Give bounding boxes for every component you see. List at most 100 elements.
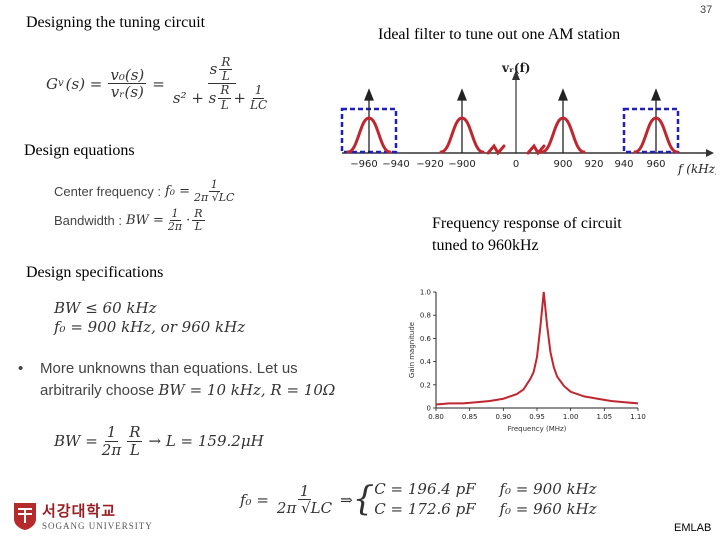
bandwidth-num-1: 1	[169, 207, 181, 222]
f0-frac: 1 2π √LC	[275, 481, 334, 517]
tf-den-1: vᵣ(s)	[110, 83, 144, 102]
bw-den-1: 2π	[101, 440, 122, 459]
bw-num-2: R	[127, 423, 143, 442]
page-number: 37	[700, 4, 713, 16]
logo-english: SOGANG UNIVERSITY	[42, 521, 153, 531]
freq-caption-line-2: tuned to 960kHz	[432, 236, 539, 254]
design-equations-heading: Design equations	[24, 142, 135, 159]
spectrum-tick-0: 0	[513, 159, 519, 170]
chart-x-tick-label: 0.90	[496, 413, 512, 421]
spectrum-tick-neg960: −960	[350, 159, 377, 170]
tf-den-s2: s² + s	[172, 88, 217, 107]
am-spectrum-diagram: vᵣ(f) f (kHz) −960 −940 −920 −900 0 900 …	[340, 61, 716, 176]
bandwidth-den-1: 2π	[167, 220, 183, 234]
bandwidth-lhs: BW =	[125, 213, 164, 229]
chart-y-tick-label: 0.6	[420, 335, 432, 343]
design-specifications-heading: Design specifications	[26, 264, 164, 281]
f0-den: 2π √LC	[276, 499, 333, 517]
chart-y-axis-label: Gain magnitude	[408, 322, 416, 378]
chart-y-tick-label: 0.2	[420, 381, 431, 389]
frequency-response-curve	[435, 291, 639, 406]
bullet-dot: •	[18, 360, 24, 377]
spec-frequency: f₀ = 900 kHz, or 960 kHz	[54, 318, 246, 336]
chart-x-tick-label: 1.05	[597, 413, 613, 421]
carrier-arrowhead-neg900	[457, 88, 467, 101]
chart-y-tick-label: 0	[427, 405, 431, 413]
center-frequency-frac: 1 2π √LC	[192, 178, 236, 205]
bandwidth-den-2: L	[194, 220, 203, 234]
chart-x-tick-label: 1.00	[563, 413, 579, 421]
tf-num-l: L	[221, 69, 230, 84]
spectrum-tick-neg940: −940	[382, 159, 409, 170]
f0-arrow: ⇒	[340, 490, 353, 509]
tf-num-r: R	[219, 55, 233, 71]
tf-lhs-sub: v	[57, 78, 64, 90]
spectrum-break-left	[486, 143, 506, 156]
freq-caption-line-1: Frequency response of circuit	[432, 215, 622, 232]
case-list: C = 196.4 pF f₀ = 900 kHz C = 172.6 pF f…	[374, 480, 596, 519]
logo-korean: 서강대학교	[42, 503, 117, 520]
tf-frac-1: v₀(s) vᵣ(s)	[108, 67, 147, 102]
tf-den-plus: +	[233, 88, 246, 107]
spectrum-y-label: vᵣ(f)	[501, 61, 530, 75]
spectrum-tick-900: 900	[553, 159, 572, 170]
spectrum-title: Ideal filter to tune out one AM station	[378, 26, 621, 43]
case-brace: {	[352, 478, 375, 519]
footer-emlab: EMLAB	[674, 522, 712, 534]
filter-box-positive	[622, 107, 680, 154]
spectrum-y-arrow	[512, 70, 520, 80]
station-bump-neg960	[346, 116, 392, 154]
bandwidth-dot: ·	[186, 213, 191, 229]
chart-x-axis-label: Frequency (MHz)	[508, 425, 567, 433]
station-bump-neg900	[439, 116, 485, 154]
chart-y-tick-label: 0.8	[420, 312, 431, 320]
tf-den-l: L	[220, 97, 229, 112]
tf-num-s: s	[209, 60, 218, 79]
f0-to-c-eq: f₀ = 1 2π √LC ⇒ { C = 196.4 pF f₀ = 900 …	[240, 480, 597, 519]
frequency-response-chart: 0 0.2 0.4 0.6 0.8 1.0 0.80 0.85 0.90 0.95 1.00 1.0…	[408, 289, 646, 434]
bullet-line-2: arbitrarily choose BW = 10 kHz, R = 10Ω	[40, 381, 335, 399]
chart-x-tick-label: 0.85	[462, 413, 478, 421]
tf-den-lc: 1 LC	[248, 83, 269, 112]
chart-x-tick-label: 1.10	[630, 413, 646, 421]
bandwidth-frac-2: R L	[192, 207, 205, 234]
bw-num-1: 1	[104, 423, 119, 442]
chart-y-tick-label: 1.0	[420, 289, 431, 297]
spectrum-tick-920: 920	[584, 159, 603, 170]
slide-title: Designing the tuning circuit	[26, 14, 206, 31]
center-frequency-lhs: f₀ =	[164, 184, 191, 200]
station-bump-960	[633, 116, 679, 154]
bw-frac-2: R L	[127, 423, 143, 459]
spectrum-tick-960: 960	[646, 159, 665, 170]
spectrum-tick-940: 940	[614, 159, 633, 170]
bw-lhs: BW =	[54, 432, 98, 450]
spectrum-x-arrow	[706, 149, 714, 157]
f0-lhs: f₀ =	[240, 490, 269, 509]
bullet-line-2-text: arbitrarily choose	[40, 382, 159, 399]
bw-to-l-eq: BW = 1 2π R L → L = 159.2μH	[54, 424, 264, 458]
spectrum-tick-neg900: −900	[448, 159, 475, 170]
f0-num: 1	[297, 481, 312, 500]
spectrum-break-right	[526, 143, 546, 156]
center-frequency-den: 2π √LC	[194, 191, 235, 205]
bandwidth-frac-1: 1 2π	[166, 207, 184, 234]
spectrum-x-unit: f (kHz)	[677, 162, 716, 176]
case-960: C = 172.6 pF f₀ = 960 kHz	[374, 499, 597, 518]
bw-result: → L = 159.2μH	[148, 432, 264, 450]
tf-den-1-num: 1	[252, 83, 265, 99]
station-bump-900	[540, 116, 586, 154]
carrier-arrowhead-900	[558, 88, 568, 101]
center-frequency-num: 1	[208, 178, 220, 193]
bw-frac-1: 1 2π	[100, 424, 123, 458]
bandwidth-num-2: R	[192, 207, 205, 222]
tf-den-r: R	[218, 83, 232, 99]
tf-lhs-arg: (s) =	[65, 74, 103, 93]
chart-x-tick-label: 0.95	[529, 413, 545, 421]
carrier-arrowhead-neg960	[364, 88, 374, 101]
bw-den-2: L	[129, 440, 140, 459]
